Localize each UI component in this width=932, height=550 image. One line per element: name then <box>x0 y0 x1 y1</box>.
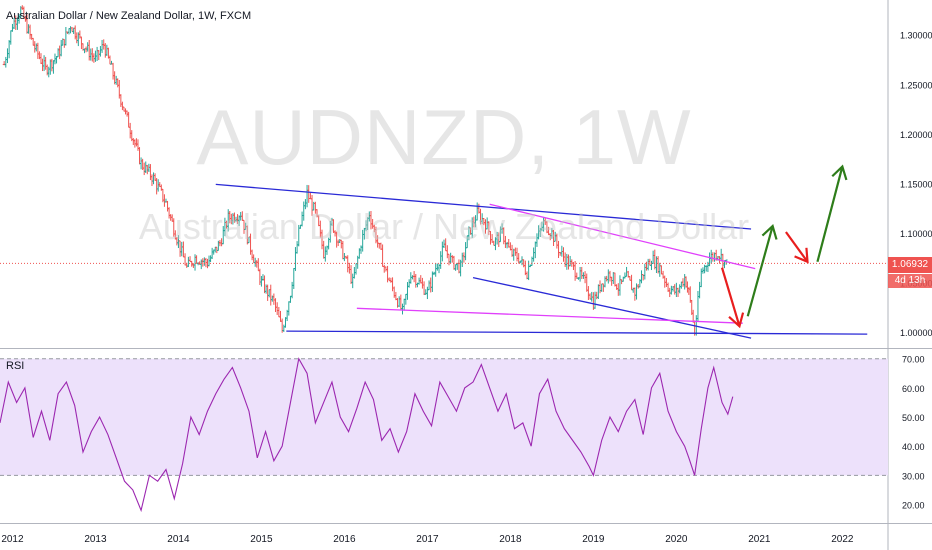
projection-arrow-head <box>728 312 745 329</box>
projection-arrow <box>785 231 809 263</box>
rsi-line <box>0 357 734 513</box>
time-tick-label: 2014 <box>167 534 190 545</box>
channel-trendline <box>472 276 752 339</box>
time-tick-label: 2019 <box>582 534 605 545</box>
rsi-tick-label: 30.00 <box>902 471 925 481</box>
current-price-label: 1.06932 <box>888 257 932 273</box>
chart-title: Australian Dollar / New Zealand Dollar, … <box>6 10 252 22</box>
projection-arrow-head <box>794 247 809 264</box>
pink-trendline <box>489 203 756 270</box>
time-tick-label: 2015 <box>250 534 273 545</box>
projection-arrow-head <box>831 164 848 181</box>
rsi-tick-label: 50.00 <box>902 413 925 423</box>
price-tick-label: 1.15000 <box>900 179 932 189</box>
projection-arrow-head <box>761 224 778 240</box>
price-tick-label: 1.30000 <box>900 31 932 41</box>
rsi-tick-label: 40.00 <box>902 442 925 452</box>
time-tick-label: 2018 <box>499 534 522 545</box>
watermark-name: Australian Dollar / New Zealand Dollar <box>138 206 750 247</box>
pink-trendline <box>356 307 743 324</box>
time-tick-label: 2017 <box>416 534 439 545</box>
time-tick-label: 2020 <box>665 534 688 545</box>
rsi-tick-label: 70.00 <box>902 355 925 365</box>
projection-arrow <box>720 267 741 327</box>
price-tick-label: 1.25000 <box>900 80 932 90</box>
price-tick-label: 1.20000 <box>900 130 932 140</box>
projection-arrow <box>746 225 774 317</box>
bar-countdown-label: 4d 13h <box>888 274 932 288</box>
time-tick-label: 2021 <box>748 534 771 545</box>
time-tick-label: 2022 <box>831 534 854 545</box>
rsi-tick-label: 60.00 <box>902 384 925 394</box>
channel-trendline <box>215 183 752 230</box>
rsi-label: RSI <box>6 360 25 372</box>
watermark-symbol: AUDNZD, 1W <box>196 93 692 181</box>
time-tick-label: 2013 <box>84 534 107 545</box>
price-tick-label: 1.00000 <box>900 328 932 338</box>
channel-trendline <box>286 330 868 335</box>
rsi-tick-label: 20.00 <box>902 501 925 511</box>
time-tick-label: 2012 <box>1 534 24 545</box>
candles <box>2 5 728 336</box>
price-tick-label: 1.10000 <box>900 229 932 239</box>
time-tick-label: 2016 <box>333 534 356 545</box>
rsi-band <box>0 358 888 476</box>
projection-arrow <box>816 166 844 263</box>
